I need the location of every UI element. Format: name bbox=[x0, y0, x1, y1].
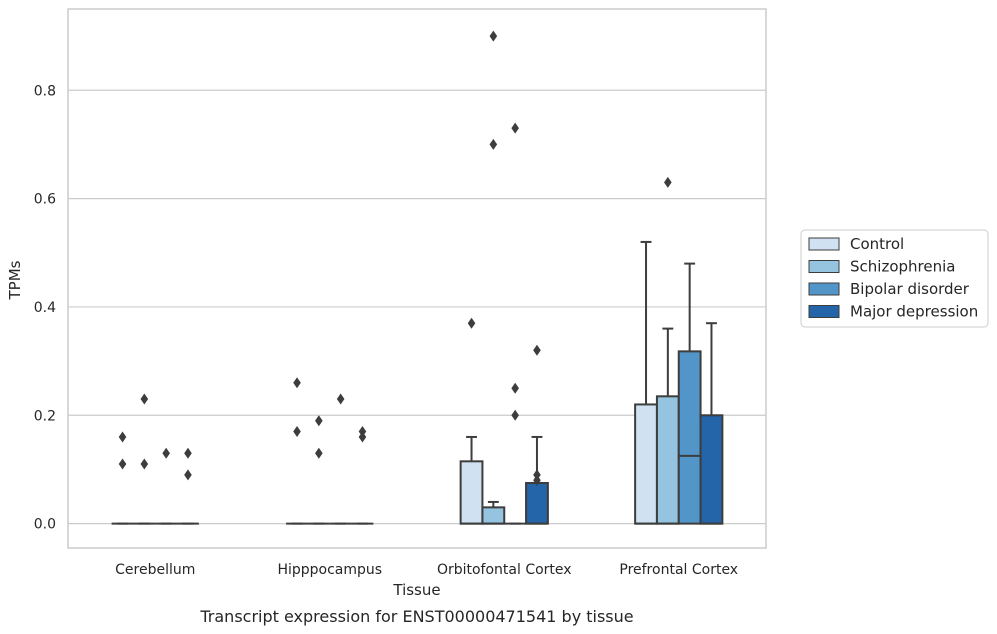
x-tick-label: Hipppocampus bbox=[277, 562, 382, 578]
x-tick-label: Cerebellum bbox=[115, 562, 195, 578]
chart-caption: Transcript expression for ENST0000047154… bbox=[199, 607, 633, 626]
outlier-point bbox=[511, 409, 519, 421]
outlier-point bbox=[162, 447, 170, 459]
outlier-point bbox=[118, 458, 127, 470]
legend-swatch bbox=[808, 282, 840, 296]
outlier-point bbox=[511, 122, 519, 134]
box-group bbox=[481, 30, 506, 525]
outlier-point bbox=[315, 447, 323, 459]
y-tick-label: 0.4 bbox=[34, 300, 56, 316]
legend: Control Schizophrenia Bipolar disorder Majo… bbox=[800, 229, 989, 328]
box bbox=[699, 414, 724, 525]
outlier-point bbox=[140, 458, 149, 470]
y-tick-label: 0.0 bbox=[34, 517, 56, 533]
y-axis-label: TPMs bbox=[6, 260, 24, 300]
box-group bbox=[525, 344, 549, 525]
legend-swatch bbox=[808, 260, 840, 273]
box-group bbox=[351, 426, 374, 525]
box-group bbox=[133, 393, 156, 525]
box-group bbox=[459, 317, 484, 525]
y-tick-labels: 0.0 0.2 0.4 0.6 0.8 bbox=[34, 83, 56, 532]
outlier-point bbox=[184, 469, 192, 481]
box bbox=[677, 350, 702, 525]
outlier-point bbox=[489, 138, 498, 150]
legend-label: Bipolar disorder bbox=[850, 280, 970, 298]
box-group bbox=[155, 447, 178, 525]
outlier-point bbox=[533, 474, 541, 486]
outlier-point bbox=[293, 377, 301, 389]
box-group bbox=[634, 240, 658, 525]
box-group bbox=[307, 415, 330, 525]
outlier-point bbox=[511, 382, 519, 394]
y-tick-label: 0.2 bbox=[34, 408, 56, 424]
box bbox=[655, 395, 680, 525]
outlier-point bbox=[336, 393, 345, 405]
box-plot-marks bbox=[111, 30, 724, 525]
box-group bbox=[329, 393, 352, 525]
box-group bbox=[699, 322, 724, 525]
outlier-point bbox=[140, 393, 149, 405]
box bbox=[459, 460, 484, 525]
box bbox=[481, 506, 506, 525]
x-tick-labels: Cerebellum Hipppocampus Orbitofontal Corte… bbox=[115, 562, 738, 578]
outlier-point bbox=[118, 431, 127, 443]
box-group bbox=[286, 377, 308, 525]
legend-swatch bbox=[808, 305, 840, 318]
plot-frame bbox=[67, 8, 767, 549]
y-tick-label: 0.8 bbox=[34, 83, 56, 99]
box-group bbox=[504, 122, 527, 525]
legend-label: Major depression bbox=[850, 303, 978, 321]
legend-label: Control bbox=[850, 235, 904, 253]
outlier-point bbox=[293, 426, 301, 438]
x-axis-label: Tissue bbox=[392, 581, 440, 599]
box-group bbox=[677, 262, 702, 525]
outlier-point bbox=[358, 431, 367, 443]
outlier-point bbox=[489, 30, 498, 42]
x-tick-label: Prefrontal Cortex bbox=[619, 562, 738, 578]
legend-swatch bbox=[808, 237, 840, 251]
outlier-point bbox=[533, 344, 541, 356]
box-group bbox=[655, 176, 680, 525]
outlier-point bbox=[664, 176, 672, 188]
box bbox=[634, 403, 658, 525]
legend-frame bbox=[800, 229, 989, 328]
box-group bbox=[111, 431, 134, 525]
box bbox=[525, 481, 549, 525]
x-tick-label: Orbitofontal Cortex bbox=[437, 562, 572, 578]
y-tick-label: 0.6 bbox=[34, 192, 56, 208]
outlier-point bbox=[315, 415, 323, 427]
legend-label: Schizophrenia bbox=[850, 258, 955, 276]
box-group bbox=[177, 447, 199, 525]
outlier-point bbox=[184, 447, 192, 459]
outlier-point bbox=[467, 317, 476, 329]
